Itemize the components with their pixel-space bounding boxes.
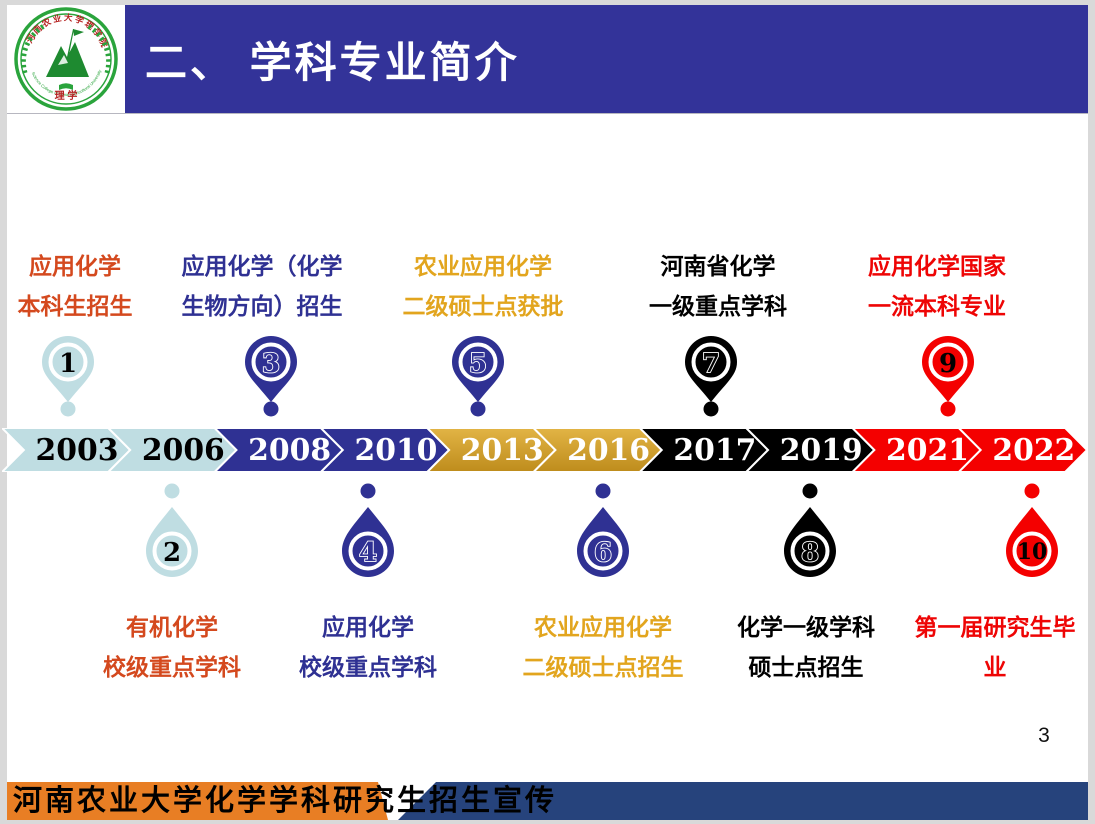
timeline-segment-2022 — [957, 428, 1087, 472]
milestone-dot-3 — [263, 401, 279, 417]
milestone-number-8: 8 — [801, 538, 819, 568]
milestone-pin-6: 6 — [577, 483, 629, 577]
milestone-label-3: 应用化学（化学 生物方向）招生 — [181, 253, 343, 319]
milestone-number-5: 5 — [469, 349, 487, 379]
milestone-pin-9: 9 — [922, 336, 974, 417]
milestone-label-4: 应用化学 校级重点学科 — [299, 614, 437, 680]
milestone-label-8: 化学一级学科 硕士点招生 — [737, 614, 875, 680]
timeline-band: 2003 2006 2008 2010 2013 2016 2017 2019 2021 2022 — [2, 428, 1087, 472]
timeline-year-2017: 2017 — [673, 433, 756, 468]
milestone-number-2: 2 — [163, 538, 181, 568]
footer-navy-block — [398, 782, 1088, 820]
timeline-year-2022: 2022 — [992, 433, 1075, 468]
milestone-pin-4: 4 — [342, 483, 394, 577]
timeline-segment-2016 — [532, 428, 664, 472]
milestone-pin-2: 2 — [146, 483, 198, 577]
timeline-year-2010: 2010 — [354, 433, 437, 468]
milestone-pin-5: 5 — [452, 336, 504, 417]
timeline-segment-2017 — [638, 428, 770, 472]
timeline-segment-2013 — [425, 428, 557, 472]
milestone-label-2: 有机化学 校级重点学科 — [103, 614, 241, 680]
milestone-label-7: 河南省化学 一级重点学科 — [649, 253, 787, 319]
footer-orange-block — [7, 782, 388, 820]
milestone-label-1: 应用化学 本科生招生 — [17, 253, 133, 319]
milestone-pin-3: 3 — [245, 336, 297, 417]
timeline-year-2019: 2019 — [780, 433, 863, 468]
milestone-dot-1 — [60, 401, 76, 417]
logo-laurel-right — [86, 23, 112, 74]
timeline-year-2008: 2008 — [248, 433, 331, 468]
logo-mountain-flag-icon — [46, 29, 89, 77]
milestone-label-10: 第一届研究生毕业 — [914, 614, 1076, 680]
timeline-segment-2003 — [2, 428, 132, 472]
timeline-segment-2021 — [851, 428, 983, 472]
milestone-label-5: 农业应用化学 二级硕士点获批 — [402, 253, 564, 319]
timeline-year-2021: 2021 — [886, 433, 969, 468]
timeline-year-2006: 2006 — [142, 433, 225, 468]
timeline-year-2016: 2016 — [567, 433, 650, 468]
page-number: 3 — [1038, 724, 1050, 747]
milestone-pin-8: 8 — [784, 483, 836, 577]
milestone-pin-1: 1 — [42, 336, 94, 417]
milestone-dot-8 — [802, 483, 818, 499]
timeline-year-2013: 2013 — [461, 433, 544, 468]
milestone-number-7: 7 — [702, 349, 720, 379]
timeline-segment-2010 — [319, 428, 451, 472]
milestone-number-9: 9 — [939, 349, 957, 379]
milestone-label-6: 农业应用化学 二级硕士点招生 — [522, 614, 684, 680]
milestone-dot-5 — [470, 401, 486, 417]
milestone-dot-9 — [940, 401, 956, 417]
milestone-dot-4 — [360, 483, 376, 499]
timeline-segment-2006 — [106, 428, 238, 472]
milestone-dot-6 — [595, 483, 611, 499]
logo-laurel-left — [20, 23, 46, 74]
milestone-pin-10: 10 — [1006, 483, 1058, 577]
timeline-segment-2008 — [213, 428, 345, 472]
milestone-number-4: 4 — [359, 538, 377, 568]
milestone-dot-7 — [703, 401, 719, 417]
timeline-year-2003: 2003 — [36, 433, 119, 468]
page-title: 二、 学科专业简介 — [145, 38, 520, 86]
header-bar: 二、 学科专业简介 — [125, 5, 1088, 113]
logo-book-icon — [59, 83, 73, 90]
milestone-number-10: 10 — [1017, 539, 1048, 565]
footer-text: 河南农业大学化学学科研究生招生宣传 — [13, 785, 558, 817]
milestone-dot-2 — [164, 483, 180, 499]
slide-header: 河南农业大学理学院 Science College of Henan Agric… — [7, 5, 1088, 114]
logo-center-text: 理 学 — [55, 89, 78, 102]
milestone-dot-10 — [1024, 483, 1040, 499]
milestone-number-6: 6 — [594, 538, 612, 568]
university-logo: 河南农业大学理学院 Science College of Henan Agric… — [7, 5, 125, 113]
milestone-label-9: 应用化学国家 一流本科专业 — [868, 253, 1006, 319]
slide: 河南农业大学理学院 Science College of Henan Agric… — [2, 5, 1088, 820]
milestone-pin-7: 7 — [685, 336, 737, 417]
milestone-number-1: 1 — [59, 349, 77, 379]
timeline-segment-2019 — [744, 428, 876, 472]
milestone-number-3: 3 — [262, 349, 280, 379]
footer-banner: 河南农业大学化学学科研究生招生宣传 — [7, 782, 1088, 820]
university-logo-icon: 河南农业大学理学院 Science College of Henan Agric… — [14, 7, 118, 111]
